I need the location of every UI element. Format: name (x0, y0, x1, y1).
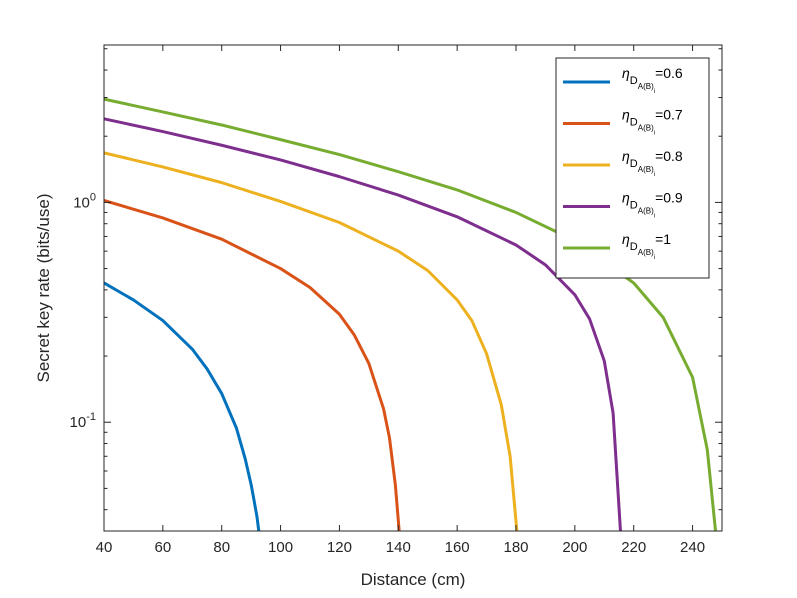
series-line-2 (103, 151, 519, 532)
x-tick-label: 200 (562, 539, 587, 556)
series-line-0 (103, 281, 261, 532)
legend-box (555, 57, 710, 279)
x-tick-label: 60 (155, 539, 172, 556)
y-tick-label: 10-1 (70, 411, 96, 431)
x-tick-label: 180 (503, 539, 528, 556)
x-tick-label: 240 (680, 539, 705, 556)
x-tick-label: 220 (621, 539, 646, 556)
x-tick-label: 120 (327, 539, 352, 556)
axes-box (103, 44, 723, 532)
series-line-3 (103, 117, 622, 532)
x-tick-label: 100 (268, 539, 293, 556)
x-tick-label: 40 (96, 539, 113, 556)
axes-layer (103, 44, 723, 532)
legend-label-1: ηDA(B)i=0.7 (622, 107, 683, 137)
legend: ηDA(B)i=0.6 ηDA(B)i=0.7 ηDA(B)i=0.8 ηDA(B)i… (555, 57, 710, 279)
x-axis-title: Distance (cm) (361, 570, 466, 589)
legend-label-0: ηDA(B)i=0.6 (622, 65, 683, 95)
tick-label-layer: 40 60 80 100 120 140 160 180 200 220 240 100 10-1 (70, 191, 706, 556)
series-line-4 (103, 97, 718, 532)
y-tick-label: 100 (73, 191, 96, 211)
series-line-1 (103, 199, 401, 532)
x-tick-label: 140 (386, 539, 411, 556)
series-layer (103, 97, 718, 532)
y-axis-title: Secret key rate (bits/use) (34, 194, 53, 383)
legend-label-3: ηDA(B)i=0.9 (622, 190, 683, 220)
x-tick-label: 80 (213, 539, 230, 556)
legend-label-4: ηDA(B)i=1 (622, 231, 671, 261)
legend-label-2: ηDA(B)i=0.8 (622, 148, 683, 178)
x-tick-label: 160 (445, 539, 470, 556)
